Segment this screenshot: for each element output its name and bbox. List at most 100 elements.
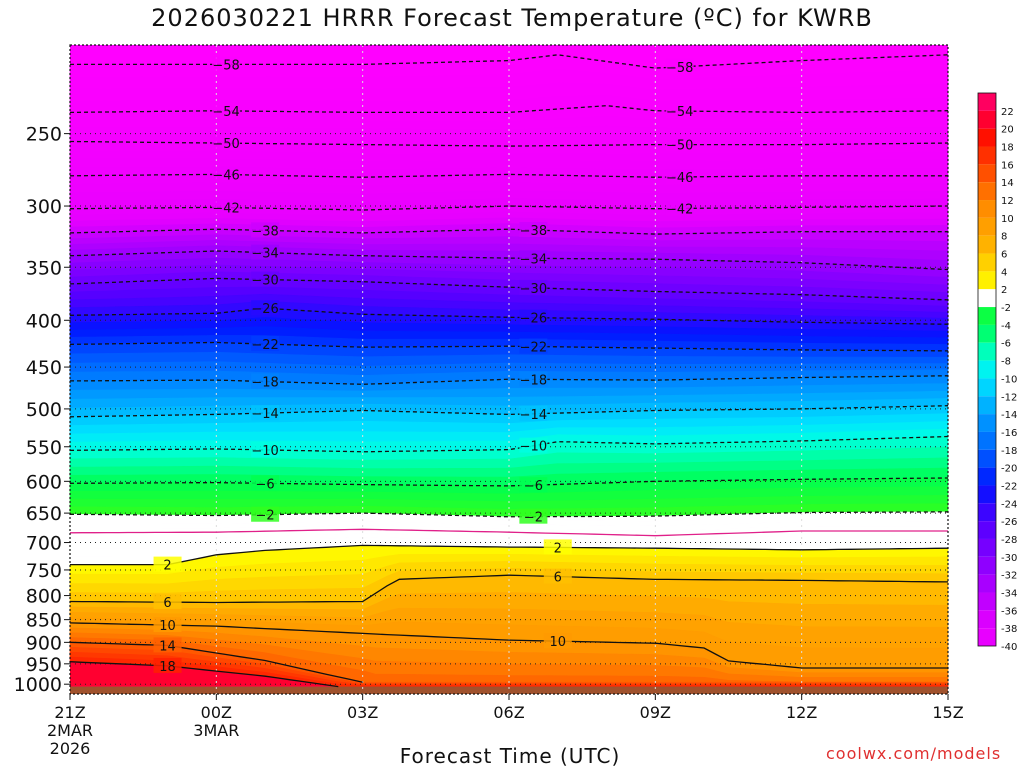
contour-label: −50 [212,137,239,152]
chart-title: 2026030221 HRRR Forecast Temperature (ºC… [151,4,873,32]
x-tick-label: 09Z [640,703,671,722]
x-tick-label: 15Z [932,703,963,722]
colorbar-label: -32 [1001,571,1017,582]
colorbar-label: 18 [1001,143,1014,154]
contour-label-bg [153,617,182,633]
contour-label: −18 [520,373,547,388]
contour-label-bg [519,279,548,295]
colorbar-swatch [978,93,996,111]
colorbar-swatch [978,574,996,593]
contour-label: −10 [520,440,547,455]
y-tick-label: 350 [26,257,62,279]
y-tick-label: 1000 [14,674,62,696]
x-tick-label: 00Z [201,703,232,722]
x-tick-label: 2026 [50,739,91,758]
colorbar-label: 16 [1001,160,1014,171]
y-tick-label: 500 [26,399,62,421]
contour-label: −30 [520,282,547,297]
contour-label: −46 [666,171,693,186]
contour-line [70,544,949,566]
contour-label-bg [519,338,548,354]
x-tick-label: 3MAR [193,721,239,740]
contour-line [69,405,949,418]
contour-label: −54 [212,105,239,120]
contour-label: 10 [159,619,176,634]
contour-label: 14 [159,639,176,654]
colorbar-swatch [978,200,996,218]
y-tick-label: 800 [26,586,62,608]
contour-label: −26 [520,312,547,327]
y-tick-label: 750 [26,560,62,582]
contour-line [69,661,339,688]
colorbar-label: -30 [1001,553,1017,564]
colorbar-label: -24 [1001,499,1017,510]
colorbar-label: 14 [1001,178,1014,189]
colorbar-label: -4 [1001,321,1011,332]
colorbar-label: 12 [1001,196,1014,207]
contour-label-bg [519,371,548,387]
contour-label: −22 [520,341,547,356]
contour-label: 10 [550,635,567,650]
contour-label: 6 [163,596,171,611]
x-tick-label: 12Z [786,703,817,722]
contour-label-bg [212,166,241,182]
colorbar-swatch [978,396,996,415]
contour-label-bg [153,637,182,653]
contour-label: −10 [251,444,278,459]
contour-label-bg [153,556,182,572]
y-tick-label: 300 [26,196,62,218]
colorbar-label: -8 [1001,357,1011,368]
contour-label-bg [251,373,280,389]
x-tick-label: 2MAR [47,721,93,740]
contour-label-bg [543,568,572,584]
contour-label-bg [519,508,548,524]
contour-label: −2 [256,509,275,524]
colorbar-frame [977,92,997,647]
colorbar-swatch [978,431,996,450]
contour-label-bg [212,56,241,72]
contour-label-bg [665,200,694,216]
colorbar-swatch [978,378,996,397]
colorbar-swatch [978,449,996,468]
contour-label: −38 [251,224,278,239]
contour-line [69,528,948,537]
contour-line [69,622,948,669]
colorbar-swatch [978,289,996,308]
colorbar-label: -34 [1001,588,1017,599]
colorbar-swatch [978,235,996,254]
contour-label: −22 [251,338,278,353]
colorbar-swatch [978,146,996,165]
colorbar-swatch [978,556,996,575]
contour-label-bg [153,594,182,610]
contour-label-bg [519,437,548,453]
contour-label: −42 [666,202,693,217]
contour-label: −14 [251,407,278,422]
colorbar-swatch [978,592,996,611]
contour-label-bg [665,136,694,152]
y-tick-label: 550 [26,437,62,459]
colorbar-swatch [978,485,996,504]
credit-text: coolwx.com/models [826,744,1002,763]
contour-label: −58 [212,58,239,73]
contour-label-bg [519,405,548,421]
y-tick-label: 600 [26,471,62,493]
contour-label-bg [251,475,280,491]
contour-label: −26 [251,302,278,317]
y-tick-label: 250 [26,124,62,146]
contour-label: −58 [666,61,693,76]
contour-line [69,140,949,147]
contour-line [69,511,948,518]
colorbar-label: -6 [1001,339,1011,350]
colorbar-swatch [978,182,996,201]
colorbar-label: 8 [1001,232,1007,243]
contour-label: 6 [554,571,562,586]
colorbar-swatch [978,610,996,629]
colorbar-label: 22 [1001,107,1014,118]
colorbar-label: 20 [1001,125,1014,136]
colorbar-swatch [978,253,996,272]
contour-label-bg [251,244,280,260]
contour-label-bg [519,477,548,493]
contour-label-bg [519,250,548,266]
colorbar-swatch [978,360,996,379]
x-tick-label: 06Z [493,703,524,722]
